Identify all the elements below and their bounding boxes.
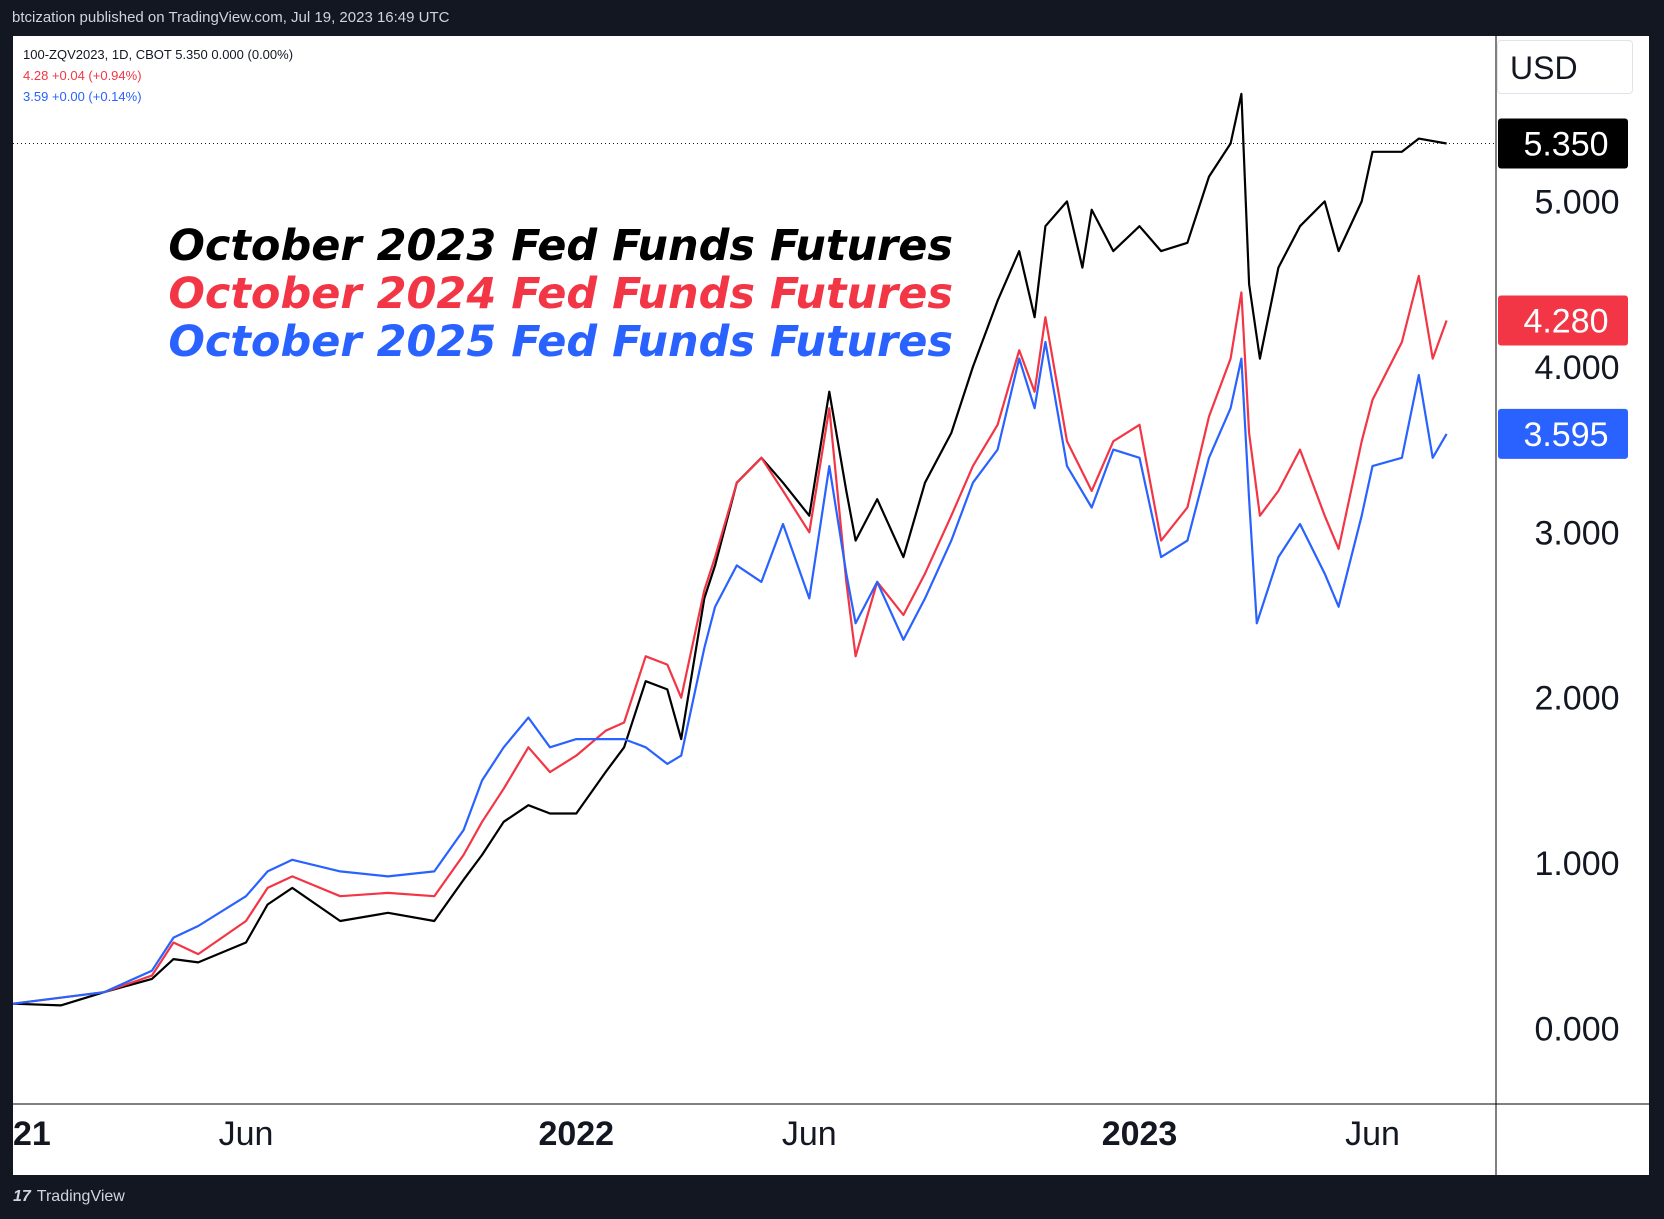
y-tick-label: 5.000 — [1534, 183, 1619, 221]
x-tick-label: 2021 — [13, 1115, 51, 1153]
tradingview-logo[interactable]: 17 TradingView — [13, 1175, 125, 1219]
series-line-3[interactable] — [13, 340, 1448, 1005]
axis-layer: 0.000 1.000 2.000 3.000 4.000 5.000 2021 Jun 202… — [13, 36, 1649, 1175]
footer-bar: 17 TradingView — [0, 1175, 1664, 1219]
x-tick-label: Jun — [1345, 1115, 1400, 1153]
last-value-label: 3.595 — [1523, 416, 1608, 454]
x-tick-label: Jun — [219, 1115, 274, 1153]
last-value-badge — [1498, 408, 1628, 459]
y-tick-label: 2.000 — [1534, 680, 1619, 718]
last-value-label: 4.280 — [1523, 303, 1608, 341]
chart-annotation-titles: October 2023 Fed Funds Futures October 2… — [153, 222, 953, 366]
series-line-2[interactable] — [13, 274, 1448, 1005]
x-tick-label: 2022 — [538, 1115, 614, 1153]
legend-series-2[interactable]: 4.28 +0.04 (+0.94%) — [23, 68, 142, 83]
x-tick-label: Jun — [782, 1115, 837, 1153]
y-tick-label: 1.000 — [1534, 845, 1619, 883]
published-header: btcization published on TradingView.com,… — [0, 0, 1664, 36]
last-value-badge — [1498, 295, 1628, 346]
tradingview-brand-text: TradingView — [36, 1188, 125, 1205]
legend-main-series[interactable]: 100-ZQV2023, 1D, CBOT 5.350 0.000 (0.00%… — [23, 47, 294, 62]
y-tick-label: 4.000 — [1534, 349, 1619, 387]
title-oct-2025: October 2025 Fed Funds Futures — [168, 317, 953, 367]
currency-button[interactable]: USD — [1497, 40, 1633, 94]
symbol-legend: 100-ZQV2023, 1D, CBOT 5.350 0.000 (0.00%… — [23, 44, 293, 107]
series-layer — [13, 92, 1448, 1007]
title-oct-2023: October 2023 Fed Funds Futures — [168, 221, 953, 271]
tradingview-logo-icon: 17 — [13, 1188, 31, 1205]
y-tick-label: 3.000 — [1534, 514, 1619, 552]
chart-svg[interactable]: 0.000 1.000 2.000 3.000 4.000 5.000 2021 Jun 202… — [13, 36, 1649, 1175]
x-tick-label: 2023 — [1102, 1115, 1178, 1153]
chart-container[interactable]: 0.000 1.000 2.000 3.000 4.000 5.000 2021 Jun 202… — [13, 36, 1649, 1175]
legend-series-3[interactable]: 3.59 +0.00 (+0.14%) — [23, 89, 142, 104]
title-oct-2024: October 2024 Fed Funds Futures — [168, 269, 953, 319]
series-line-1[interactable] — [13, 92, 1447, 1007]
y-tick-label: 0.000 — [1534, 1011, 1619, 1049]
last-value-badge — [1498, 118, 1628, 169]
last-value-label: 5.350 — [1523, 126, 1608, 164]
published-text: btcization published on TradingView.com,… — [12, 9, 450, 26]
